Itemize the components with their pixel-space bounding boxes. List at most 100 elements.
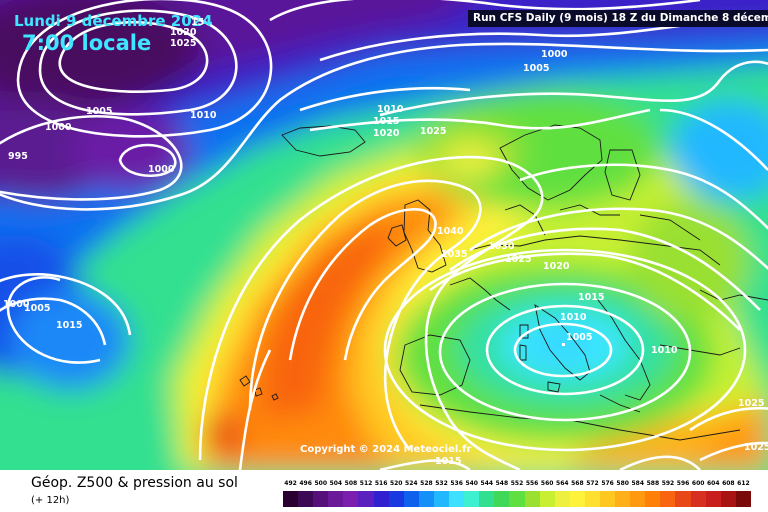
forecast-time: 7:00 locale (22, 31, 152, 55)
isobar-label: 1040 (437, 226, 464, 237)
color-scale-swatch (313, 491, 329, 507)
isobar-label: 1010 (190, 110, 217, 121)
color-scale-label: 540 (465, 480, 478, 487)
forecast-date: Lundi 9 décembre 2024 (14, 12, 213, 30)
color-scale-label: 492 (284, 480, 297, 487)
color-scale-label: 536 (450, 480, 463, 487)
color-scale-labels: 492 496 500 504 508 512 516 520 524 528 532 536 540 5… (283, 480, 751, 490)
isobar-label: 995 (8, 151, 28, 162)
color-scale-label: 500 (314, 480, 327, 487)
run-info: Run CFS Daily (9 mois) 18 Z du Dimanche … (468, 10, 768, 27)
legend-footer: Géop. Z500 & pression au sol (+ 12h) 492… (0, 470, 768, 512)
isobar-label: 1035 (441, 249, 468, 260)
color-scale-label: 604 (706, 480, 720, 487)
color-scale-label: 504 (329, 480, 343, 487)
color-scale-swatch (554, 491, 570, 507)
color-scale-swatch (298, 491, 314, 507)
color-scale-swatch (418, 491, 434, 507)
isobar-label: 1000 (148, 164, 175, 175)
color-scale-swatch (403, 491, 419, 507)
color-scale-label: 588 (646, 480, 660, 487)
isobar-label: 1005 (86, 106, 113, 117)
isobar-label: 1030 (488, 241, 515, 252)
color-scale-swatch (509, 491, 525, 507)
color-scale-label: 552 (510, 480, 524, 487)
color-scale-swatch (690, 491, 706, 507)
color-scale-swatch (584, 491, 600, 507)
color-scale-swatch (735, 491, 751, 507)
isobar-label: 1000 (45, 122, 72, 133)
forecast-map: Lundi 9 décembre 2024 7:00 locale Run CF… (0, 0, 768, 470)
isobar-label: 1025 (738, 398, 765, 409)
color-scale-swatch (433, 491, 450, 507)
copyright: Copyright © 2024 Meteociel.fr (300, 444, 472, 455)
isobar-label: 1025 (744, 442, 768, 453)
pressure-markers (562, 343, 565, 346)
color-scale-label: 612 (737, 480, 750, 487)
color-scale-swatch (675, 491, 691, 507)
color-scale-label: 608 (722, 480, 735, 487)
isobar-label: 1025 (505, 254, 532, 265)
isobar-label: 1010 (651, 345, 678, 356)
isobar-label: 1020 (543, 261, 570, 272)
color-scale-label: 560 (540, 480, 554, 487)
color-scale-swatch (645, 491, 661, 507)
color-scale-label: 596 (676, 480, 690, 487)
isobar-label: 1015 (56, 320, 83, 331)
color-scale-swatch (283, 491, 299, 507)
color-scale-label: 524 (405, 480, 418, 487)
color-scale-swatch (615, 491, 631, 507)
color-scale-swatch (449, 491, 465, 507)
isobar-label: 1005 (566, 332, 593, 343)
color-scale-label: 516 (374, 480, 388, 487)
color-scale-label: 548 (495, 480, 509, 487)
color-scale-label: 556 (525, 480, 539, 487)
coastlines (239, 124, 768, 441)
isobar-label: 1015 (435, 456, 462, 467)
color-scale-swatch (388, 491, 404, 507)
color-scale-label: 512 (359, 480, 373, 487)
isobar-label: 1015 (373, 116, 400, 127)
color-scale-swatch (373, 491, 389, 507)
isobar-label: 15 (191, 17, 205, 28)
color-scale-label: 580 (616, 480, 629, 487)
color-scale-label: 532 (435, 480, 448, 487)
color-scale-label: 592 (661, 480, 675, 487)
color-scale-swatch (720, 491, 736, 507)
color-scale-label: 576 (601, 480, 614, 487)
color-scale-swatch (630, 491, 646, 507)
map-subtitle: (+ 12h) (31, 495, 70, 506)
color-scale-label: 600 (691, 480, 705, 487)
color-scale-label: 584 (631, 480, 645, 487)
map-title: Géop. Z500 & pression au sol (31, 475, 238, 491)
color-scale-swatch (358, 491, 374, 507)
isobar-label: 1015 (578, 292, 605, 303)
color-scale-label: 496 (299, 480, 312, 487)
isobar-label: 1020 (373, 128, 400, 139)
color-scale-label: 520 (389, 480, 403, 487)
color-scale-label: 528 (420, 480, 433, 487)
color-scale-label: 572 (586, 480, 599, 487)
isobar-label: 1010 (377, 104, 404, 115)
color-scale-swatch (328, 491, 344, 507)
weather-field (0, 0, 768, 470)
color-scale-swatch (464, 491, 480, 507)
color-scale-label: 544 (480, 480, 494, 487)
color-scale-label: 568 (571, 480, 584, 487)
color-scale-swatch (539, 491, 555, 507)
color-scale-swatch (479, 491, 495, 507)
isobar-label: 1010 (560, 312, 587, 323)
isobar-label: 1025 (170, 38, 197, 49)
color-scale-label: 564 (556, 480, 569, 487)
color-scale-swatch (599, 491, 616, 507)
color-scale-swatch (524, 491, 540, 507)
isobar-label: 1025 (420, 126, 447, 137)
color-scale-swatch (660, 491, 676, 507)
color-scale-swatch (705, 491, 721, 507)
color-scale-bar (283, 491, 751, 507)
color-scale-swatch (343, 491, 359, 507)
isobar-label: 1005 (523, 63, 550, 74)
isobar-label: 1000 (541, 49, 568, 60)
isobar-label: 1000 (3, 299, 30, 310)
